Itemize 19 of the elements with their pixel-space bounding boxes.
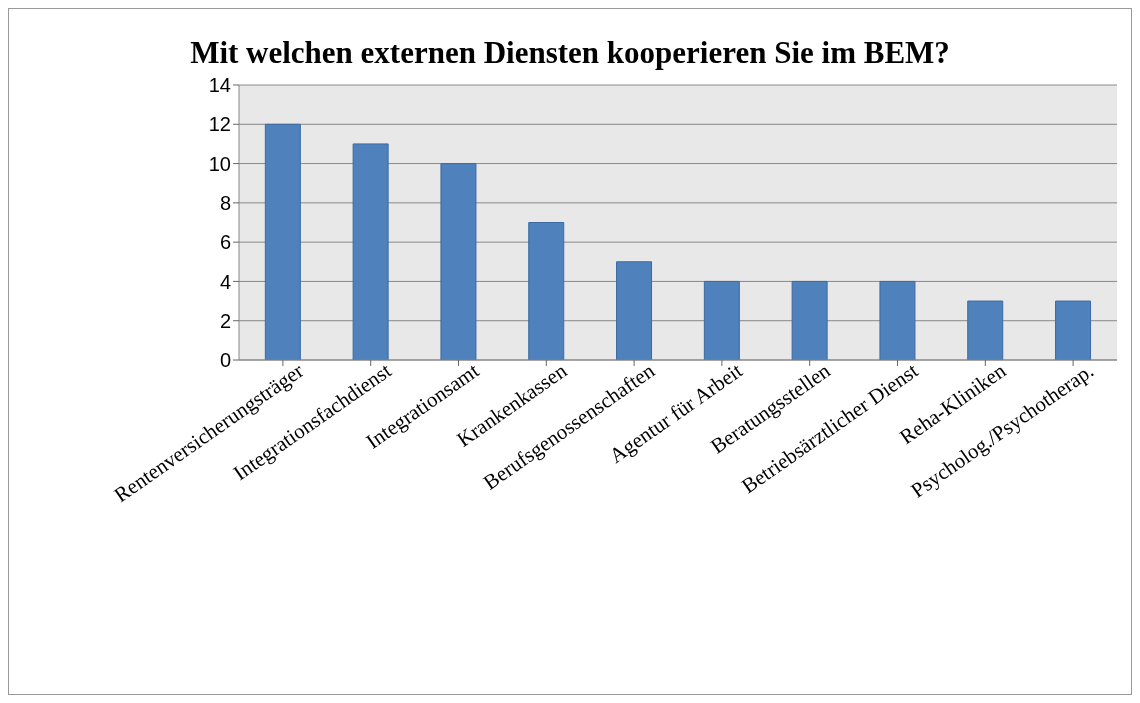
bar (791, 280, 828, 360)
bar (879, 280, 916, 360)
chart-title: Mit welchen externen Diensten kooperieren Sie im BEM? (190, 34, 950, 72)
bar (616, 261, 653, 360)
y-tick-label: 6 (219, 231, 231, 254)
bar (264, 123, 301, 360)
y-tick-label: 4 (219, 270, 231, 293)
y-tick-label: 14 (208, 74, 231, 97)
y-tick-label: 2 (219, 309, 231, 332)
bar (967, 300, 1004, 360)
y-tick-label: 8 (219, 191, 231, 214)
bar (703, 280, 740, 360)
y-tick-label: 10 (208, 152, 231, 175)
y-tick-label: 0 (219, 349, 231, 372)
bar (528, 222, 565, 360)
bar (352, 143, 389, 360)
bar (1055, 300, 1092, 360)
y-tick-label: 12 (208, 113, 231, 136)
bar (440, 163, 477, 360)
